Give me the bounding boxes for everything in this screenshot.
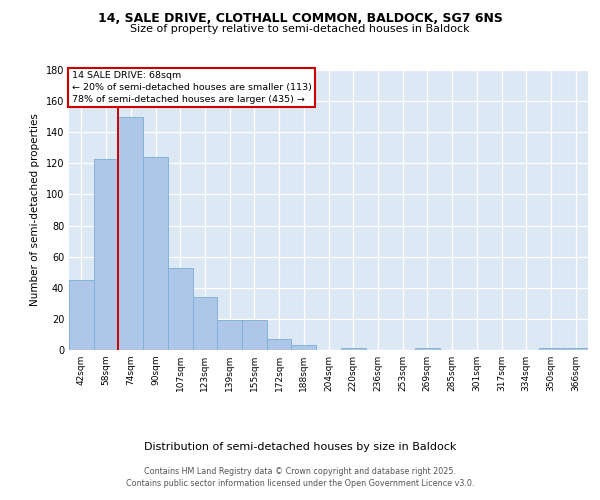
Bar <box>292 346 316 350</box>
Bar <box>69 280 94 350</box>
Bar <box>415 348 440 350</box>
Text: Size of property relative to semi-detached houses in Baldock: Size of property relative to semi-detach… <box>130 24 470 34</box>
Bar <box>217 320 242 350</box>
Text: 14 SALE DRIVE: 68sqm
← 20% of semi-detached houses are smaller (113)
78% of semi: 14 SALE DRIVE: 68sqm ← 20% of semi-detac… <box>71 72 311 104</box>
Bar <box>267 339 292 350</box>
Bar <box>118 116 143 350</box>
Bar <box>341 348 365 350</box>
Bar <box>539 348 563 350</box>
Bar <box>193 297 217 350</box>
Bar <box>563 348 588 350</box>
Bar <box>94 158 118 350</box>
Bar <box>143 157 168 350</box>
Bar <box>242 320 267 350</box>
Text: 14, SALE DRIVE, CLOTHALL COMMON, BALDOCK, SG7 6NS: 14, SALE DRIVE, CLOTHALL COMMON, BALDOCK… <box>98 12 502 26</box>
Bar <box>168 268 193 350</box>
Y-axis label: Number of semi-detached properties: Number of semi-detached properties <box>30 114 40 306</box>
Text: Contains HM Land Registry data © Crown copyright and database right 2025.
Contai: Contains HM Land Registry data © Crown c… <box>126 468 474 488</box>
Text: Distribution of semi-detached houses by size in Baldock: Distribution of semi-detached houses by … <box>144 442 456 452</box>
